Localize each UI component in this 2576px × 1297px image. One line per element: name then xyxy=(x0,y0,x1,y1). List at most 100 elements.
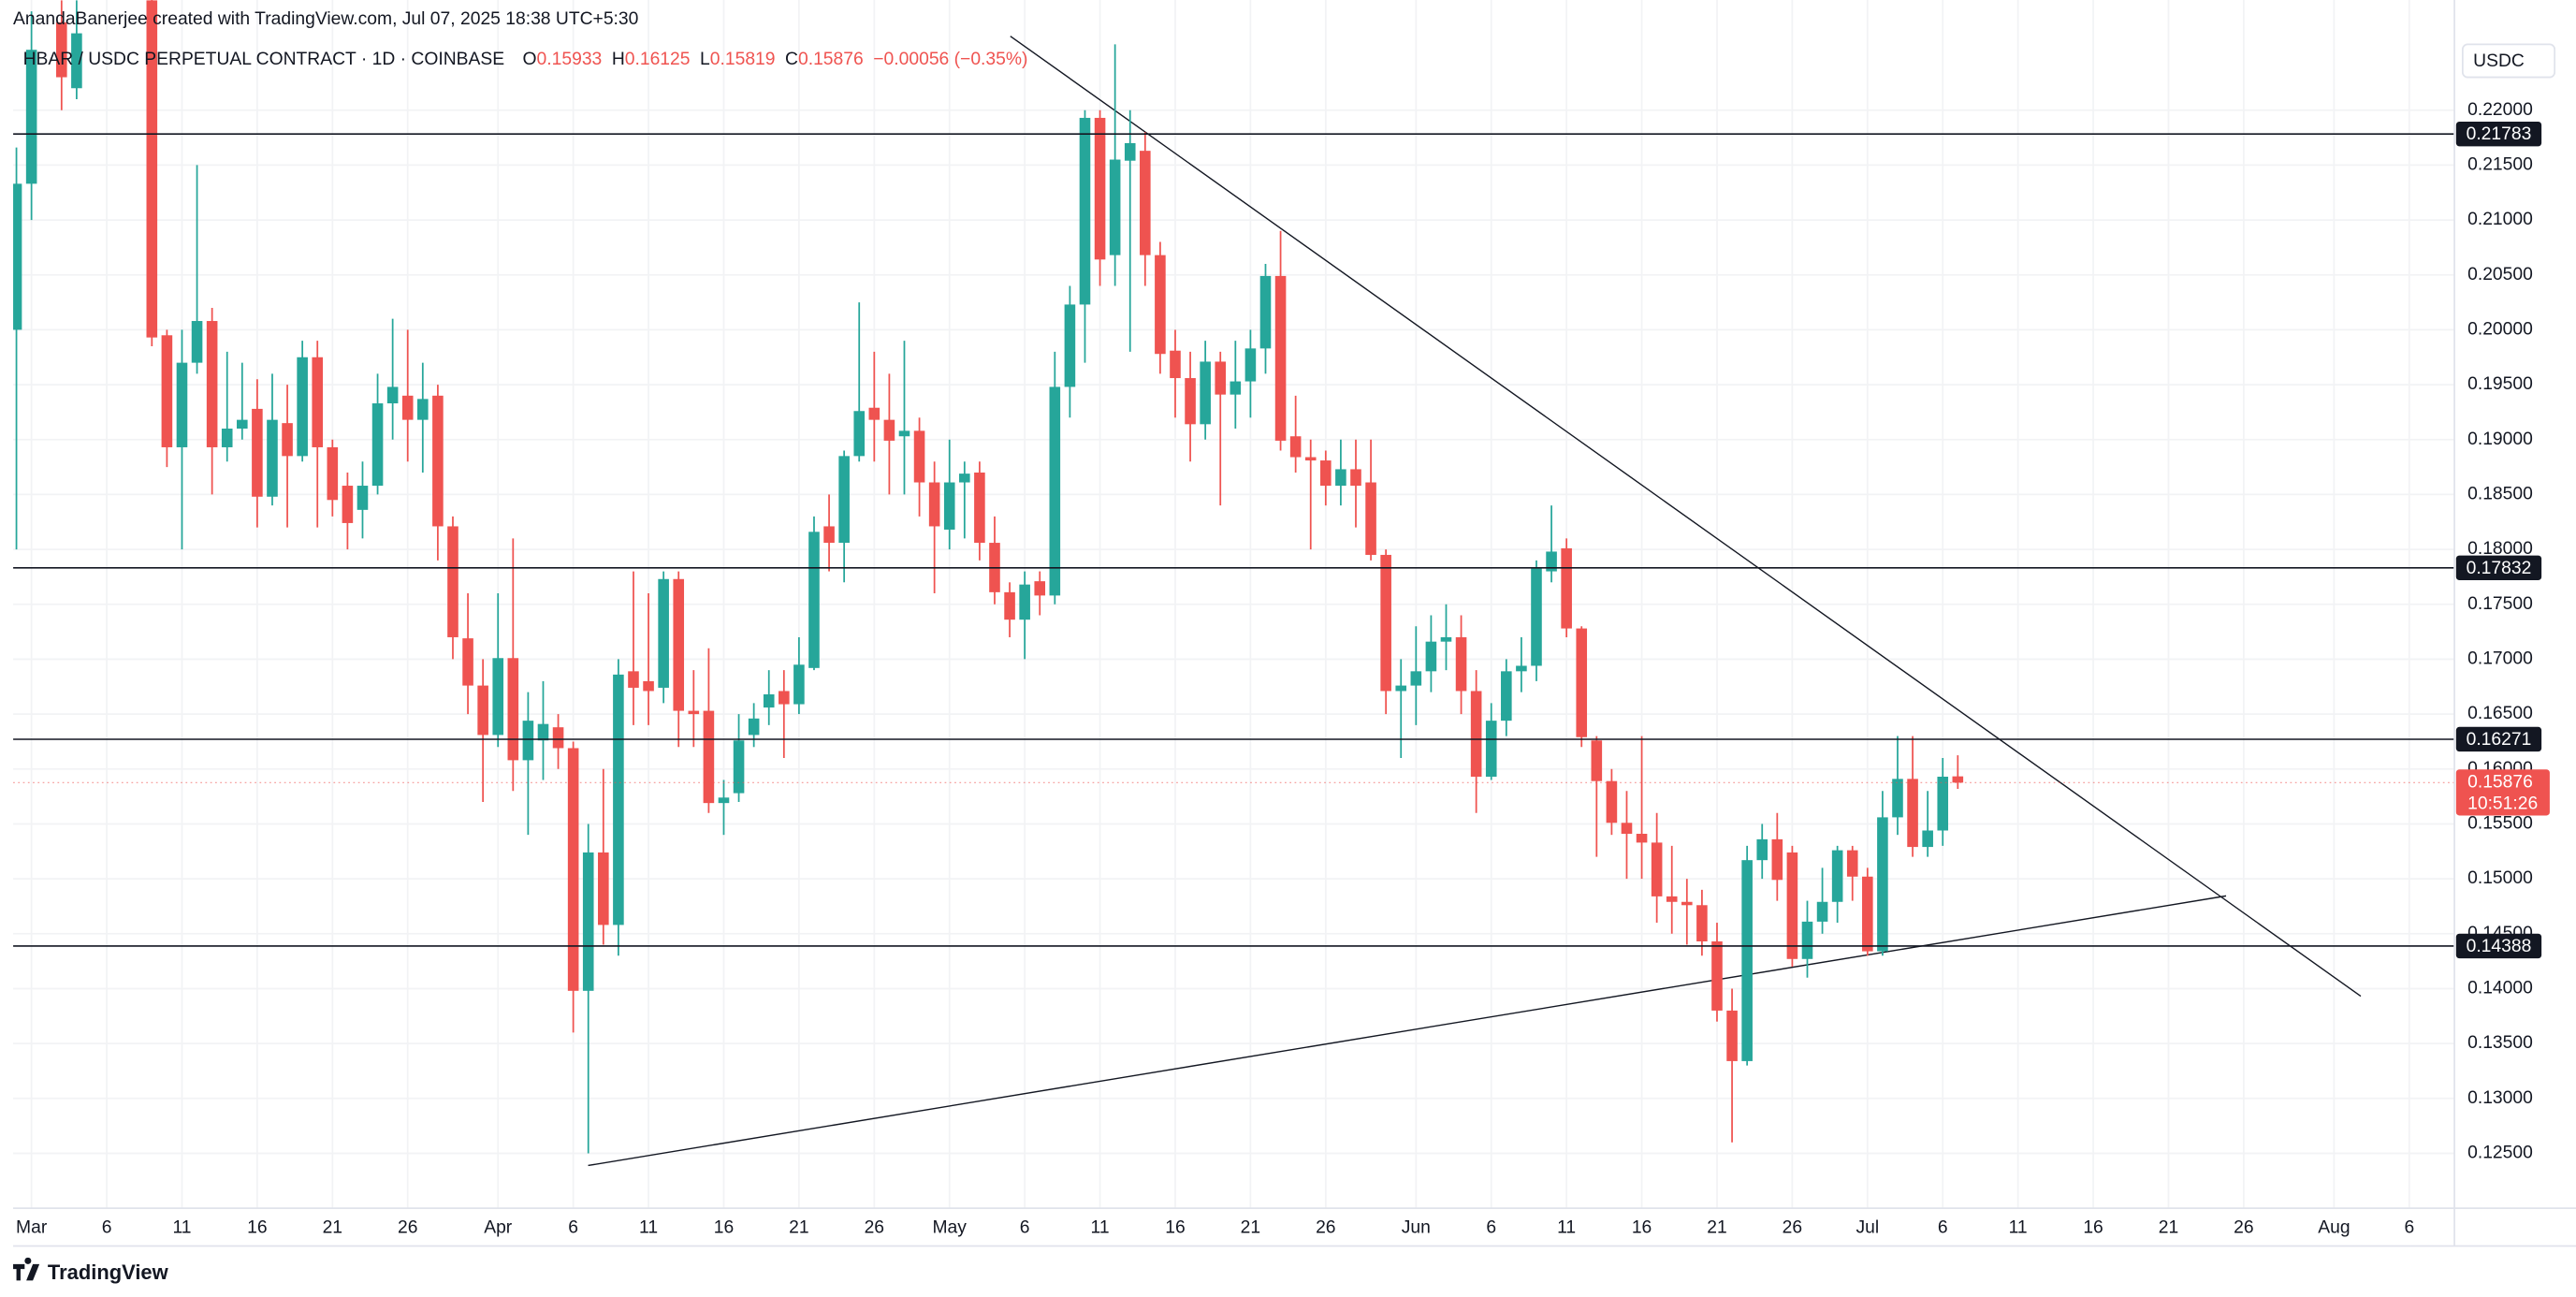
x-tick-label: 21 xyxy=(1707,1217,1726,1237)
candle-body xyxy=(913,430,925,483)
legend: HBAR / USDC PERPETUAL CONTRACT · 1D · CO… xyxy=(23,50,1028,69)
candle-body xyxy=(1395,685,1407,692)
candle-body xyxy=(462,638,473,686)
candle-body xyxy=(386,386,399,404)
ohlc-label: L xyxy=(700,50,710,69)
x-tick-label: 11 xyxy=(1557,1217,1576,1237)
currency-box[interactable] xyxy=(2461,43,2556,79)
candle-body xyxy=(838,456,850,544)
candle-body xyxy=(898,430,910,437)
candle-body xyxy=(477,685,488,736)
x-tick-label: Aug xyxy=(2318,1217,2350,1237)
y-tick-label: 0.15000 xyxy=(2467,868,2533,888)
last-price-label: 0.15876 xyxy=(2467,772,2533,792)
candle-body xyxy=(1140,151,1151,255)
ohlc-value: 0.16125 xyxy=(625,50,691,69)
candle-body xyxy=(823,526,835,544)
candle-body xyxy=(1952,776,1964,783)
candle-body xyxy=(1756,838,1768,861)
level-label-box xyxy=(2455,555,2542,580)
candle-body xyxy=(1064,304,1076,387)
y-tick-label: 0.13000 xyxy=(2467,1088,2533,1108)
y-tick-label: 0.17000 xyxy=(2467,649,2533,669)
candle-body xyxy=(1440,636,1452,642)
candle-body xyxy=(161,335,173,447)
ohlc-value: 0.15819 xyxy=(710,50,776,69)
level-label: 0.17832 xyxy=(2467,559,2532,578)
x-tick-label: 6 xyxy=(2404,1217,2414,1237)
candle-body xyxy=(959,474,970,483)
y-tick-label: 0.18000 xyxy=(2467,539,2533,559)
candle-body xyxy=(1937,776,1949,831)
candle-body xyxy=(1320,460,1332,487)
x-tick-label: 21 xyxy=(1241,1217,1260,1237)
candle-body xyxy=(1200,361,1211,425)
candle-body xyxy=(221,429,233,447)
candle-body xyxy=(1244,348,1257,382)
candle-body xyxy=(688,710,700,715)
candle-body xyxy=(237,419,248,430)
candle-body xyxy=(1591,740,1603,781)
candle-body xyxy=(267,419,278,497)
candle-body xyxy=(1666,896,1678,902)
x-tick-label: 16 xyxy=(714,1217,734,1237)
candle-body xyxy=(1004,591,1015,620)
candle-body xyxy=(1907,779,1918,848)
candle-body xyxy=(703,710,715,804)
candle-body xyxy=(1109,159,1121,255)
change-label: −0.00056 (−0.35%) xyxy=(873,50,1027,69)
plot-area xyxy=(13,0,2455,1167)
candle-body xyxy=(1816,901,1828,922)
candle-body xyxy=(1289,436,1302,458)
candle-body xyxy=(1470,691,1482,777)
candle-body xyxy=(567,748,579,991)
logo xyxy=(13,1257,40,1281)
candle-body xyxy=(1019,584,1030,620)
candle-body xyxy=(1877,817,1888,952)
candle-body xyxy=(282,423,293,457)
candle-body xyxy=(417,399,429,420)
candle-body xyxy=(1259,275,1272,349)
y-tick-label: 0.16500 xyxy=(2467,704,2533,723)
candle-body xyxy=(883,419,895,441)
brand: TradingView xyxy=(48,1261,169,1284)
x-tick-label: 26 xyxy=(1316,1217,1335,1237)
y-tick-label: 0.21500 xyxy=(2467,154,2533,174)
y-tick-label: 0.19000 xyxy=(2467,430,2533,449)
level-label-box xyxy=(2455,122,2542,147)
candle-body xyxy=(853,411,866,457)
candle-body xyxy=(763,693,775,708)
level-label: 0.16271 xyxy=(2467,730,2532,750)
candle-body xyxy=(1726,1010,1738,1061)
candle-body xyxy=(1335,469,1346,487)
x-tick-label: 6 xyxy=(1486,1217,1496,1237)
candle-body xyxy=(1681,901,1693,906)
candle-body xyxy=(1079,117,1091,305)
x-tick-label: Jul xyxy=(1856,1217,1879,1237)
y-tick-label: 0.13500 xyxy=(2467,1033,2533,1053)
x-tick-label: 11 xyxy=(172,1217,191,1237)
countdown: 10:51:26 xyxy=(2467,794,2538,813)
ohlc-label: O xyxy=(523,50,537,69)
candle-body xyxy=(1711,941,1723,1011)
candle-body xyxy=(1831,850,1843,902)
candle-body xyxy=(1230,381,1242,395)
currency[interactable]: USDC xyxy=(2473,51,2525,71)
candle-body xyxy=(191,321,203,363)
candle-body xyxy=(943,482,955,530)
candle-body xyxy=(1380,554,1391,692)
x-tick-label: 16 xyxy=(1165,1217,1185,1237)
candle-body xyxy=(748,718,760,736)
x-tick-label: 21 xyxy=(2159,1217,2178,1237)
candle-body xyxy=(1410,671,1422,686)
x-tick-label: 6 xyxy=(568,1217,578,1237)
y-tick-label: 0.20500 xyxy=(2467,265,2533,284)
candle-body xyxy=(371,403,384,487)
candle-body xyxy=(1546,551,1557,572)
credit: AnandaBanerjee created with TradingView.… xyxy=(13,9,638,29)
candle-body xyxy=(401,395,414,420)
candle-body xyxy=(297,357,308,457)
candle-body xyxy=(447,526,458,637)
